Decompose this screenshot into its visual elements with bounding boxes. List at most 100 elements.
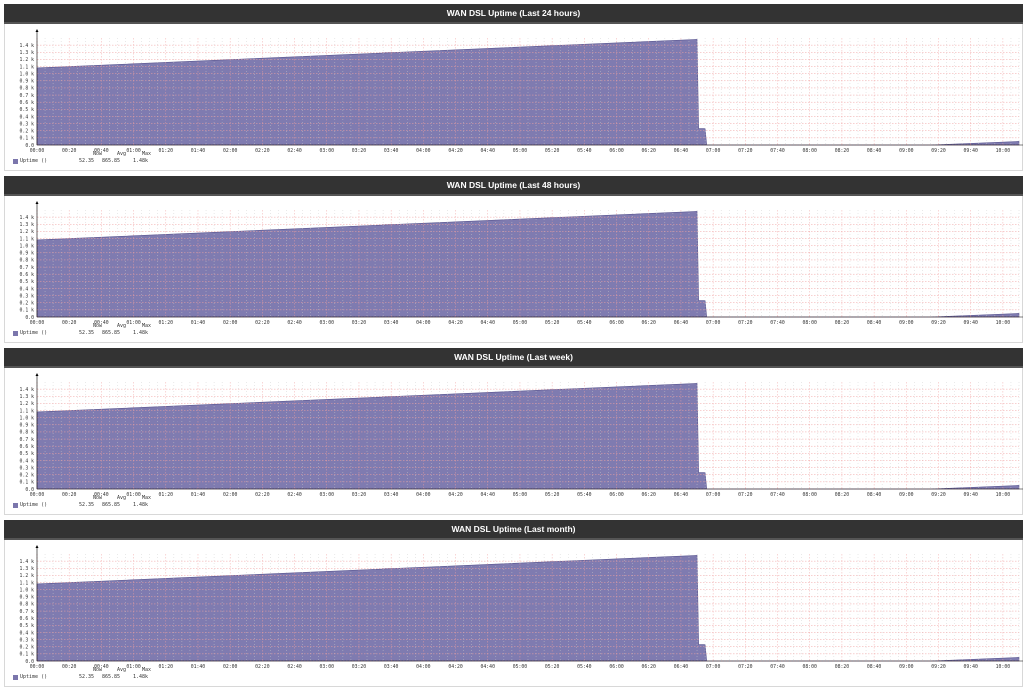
x-tick-label: 07:00 [706, 148, 721, 154]
x-tick-label: 08:00 [802, 148, 817, 154]
x-tick-label: 07:20 [738, 148, 753, 154]
y-tick-label: 0.7 k [20, 93, 35, 99]
y-tick-label: 0.8 k [20, 86, 35, 92]
y-tick-label: 1.1 k [20, 236, 35, 242]
y-tick-label: 0.1 k [20, 480, 35, 486]
y-tick-label: 0.6 k [20, 444, 35, 450]
legend-value-max: 1.48k [133, 330, 149, 336]
x-tick-label: 07:00 [706, 492, 721, 498]
y-tick-label: 0.3 k [20, 465, 35, 471]
x-tick-label: 02:20 [255, 664, 270, 670]
x-tick-label: 00:20 [62, 148, 77, 154]
x-tick-label: 01:20 [159, 320, 174, 326]
x-tick-label: 08:00 [802, 664, 817, 670]
x-tick-label: 04:00 [416, 148, 431, 154]
x-tick-label: 04:20 [448, 664, 463, 670]
x-tick-label: 02:20 [255, 320, 270, 326]
uptime-chart: 0.00.1 k0.2 k0.3 k0.4 k0.5 k0.6 k0.7 k0.… [20, 545, 1023, 670]
graph-title: WAN DSL Uptime (Last week) [4, 348, 1023, 368]
x-tick-label: 04:20 [448, 148, 463, 154]
x-tick-label: 07:40 [770, 664, 785, 670]
x-tick-label: 04:00 [416, 492, 431, 498]
legend-series-label: Uptime () [20, 330, 48, 336]
legend-value-now: 52.35 [79, 674, 95, 680]
graph-title: WAN DSL Uptime (Last 48 hours) [4, 176, 1023, 196]
y-tick-label: 1.0 k [20, 71, 35, 77]
x-tick-label: 01:40 [191, 492, 206, 498]
graph-title: WAN DSL Uptime (Last 24 hours) [4, 4, 1023, 24]
y-tick-label: 0.1 k [20, 652, 35, 658]
x-tick-label: 07:20 [738, 664, 753, 670]
x-tick-label: 03:40 [384, 320, 399, 326]
uptime-chart: 0.00.1 k0.2 k0.3 k0.4 k0.5 k0.6 k0.7 k0.… [20, 29, 1023, 154]
x-tick-label: 02:40 [287, 492, 302, 498]
y-tick-label: 1.0 k [20, 587, 35, 593]
x-tick-label: 01:20 [159, 664, 174, 670]
y-tick-label: 1.2 k [20, 229, 35, 235]
graph-panel: WAN DSL Uptime (Last 24 hours) 0.0 0.1 k 0.… [4, 4, 1023, 171]
x-tick-label: 01:00 [126, 492, 141, 498]
y-tick-label: 0.6 k [20, 272, 35, 278]
x-tick-label: 07:40 [770, 148, 785, 154]
x-tick-label: 00:40 [94, 492, 109, 498]
x-tick-label: 00:00 [30, 148, 45, 154]
x-tick-label: 08:40 [867, 492, 882, 498]
x-tick-label: 03:00 [320, 320, 335, 326]
x-tick-label: 00:00 [30, 320, 45, 326]
graph-panel: WAN DSL Uptime (Last 48 hours) 0.0 0.1 k 0.… [4, 176, 1023, 343]
y-tick-label: 0.1 k [20, 136, 35, 142]
x-tick-label: 00:40 [94, 664, 109, 670]
y-tick-label: 1.1 k [20, 408, 35, 414]
x-tick-label: 09:20 [931, 664, 946, 670]
y-tick-label: 0.5 k [20, 279, 35, 285]
y-tick-label: 1.4 k [20, 215, 35, 221]
x-tick-label: 01:00 [126, 320, 141, 326]
legend-header-now: Now [93, 495, 103, 501]
y-tick-label: 0.9 k [20, 79, 35, 85]
x-tick-label: 00:40 [94, 148, 109, 154]
x-tick-label: 02:00 [223, 320, 238, 326]
y-tick-label: 1.0 k [20, 243, 35, 249]
x-tick-label: 07:20 [738, 492, 753, 498]
x-tick-label: 06:40 [674, 320, 689, 326]
x-tick-label: 08:00 [802, 320, 817, 326]
x-tick-label: 02:00 [223, 664, 238, 670]
x-tick-label: 06:40 [674, 148, 689, 154]
y-tick-label: 0.5 k [20, 623, 35, 629]
x-tick-label: 01:00 [126, 664, 141, 670]
x-tick-label: 07:00 [706, 320, 721, 326]
x-tick-label: 06:00 [609, 492, 624, 498]
x-tick-label: 03:00 [320, 148, 335, 154]
x-tick-label: 09:00 [899, 492, 914, 498]
legend-value-max: 1.48k [133, 158, 149, 164]
x-tick-label: 09:40 [963, 320, 978, 326]
legend-value-now: 52.35 [79, 502, 95, 508]
x-tick-label: 09:40 [963, 664, 978, 670]
x-tick-label: 06:20 [642, 664, 657, 670]
y-tick-label: 0.7 k [20, 609, 35, 615]
legend-header-now: Now [93, 323, 103, 329]
y-tick-label: 0.0 [25, 315, 34, 321]
x-tick-label: 05:20 [545, 320, 560, 326]
x-tick-label: 09:00 [899, 664, 914, 670]
legend-swatch [13, 503, 18, 508]
x-tick-label: 04:40 [481, 492, 496, 498]
x-tick-label: 02:00 [223, 148, 238, 154]
x-tick-label: 01:20 [159, 148, 174, 154]
y-tick-label: 0.2 k [20, 473, 35, 479]
legend-value-avg: 865.85 [102, 158, 121, 164]
y-tick-label: 0.3 k [20, 637, 35, 643]
x-tick-label: 03:00 [320, 664, 335, 670]
x-tick-label: 07:40 [770, 320, 785, 326]
legend-header-max: Max [142, 323, 152, 329]
y-tick-label: 0.4 k [20, 286, 35, 292]
legend-value-max: 1.48k [133, 502, 149, 508]
x-tick-label: 08:20 [835, 664, 850, 670]
y-tick-label: 0.2 k [20, 645, 35, 651]
x-tick-label: 02:20 [255, 148, 270, 154]
legend-value-now: 52.35 [79, 158, 95, 164]
y-tick-label: 1.1 k [20, 580, 35, 586]
legend-swatch [13, 331, 18, 336]
y-tick-label: 1.3 k [20, 394, 35, 400]
x-tick-label: 08:40 [867, 664, 882, 670]
